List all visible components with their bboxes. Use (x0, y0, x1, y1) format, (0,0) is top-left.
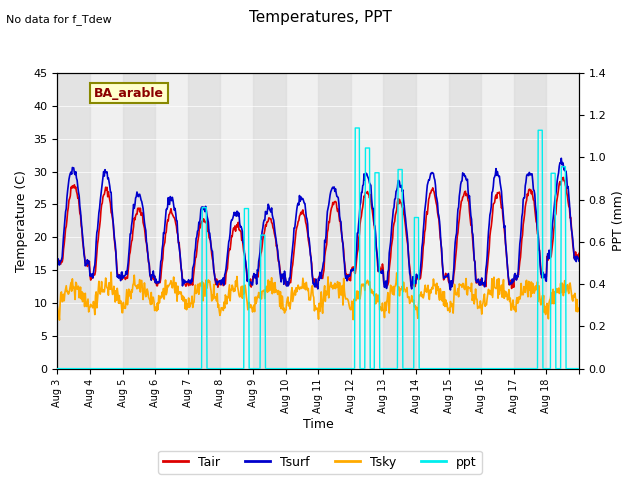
Tsky (575, 305, 583, 311)
Tsurf (575, 258, 583, 264)
ppt (115, 366, 122, 372)
Y-axis label: PPT (mm): PPT (mm) (612, 191, 625, 251)
Line: ppt: ppt (58, 128, 579, 369)
Tair (559, 175, 567, 180)
Bar (318, 73, 351, 369)
ppt (351, 125, 359, 131)
Tair (401, 218, 409, 224)
Tsurf (115, 275, 122, 281)
Bar (449, 73, 481, 369)
Bar (253, 73, 285, 369)
Bar (514, 73, 547, 369)
Bar (188, 73, 220, 369)
ppt (54, 366, 61, 372)
Tsky (54, 304, 61, 310)
Tsurf (211, 272, 218, 277)
Tair (115, 274, 122, 279)
Tsurf (256, 249, 264, 255)
Tsurf (401, 210, 409, 216)
Y-axis label: Temperature (C): Temperature (C) (15, 170, 28, 272)
Line: Tsky: Tsky (58, 272, 579, 320)
Bar (58, 73, 90, 369)
Tsky (373, 293, 381, 299)
Bar (383, 73, 416, 369)
Tsky (212, 294, 220, 300)
Tair (508, 286, 515, 291)
Text: Temperatures, PPT: Temperatures, PPT (248, 10, 392, 24)
Tair (372, 238, 380, 244)
X-axis label: Time: Time (303, 419, 333, 432)
Tsky (257, 296, 265, 302)
Tsurf (557, 156, 565, 161)
Tsurf (372, 231, 380, 237)
Tair (237, 228, 244, 234)
Line: Tsurf: Tsurf (58, 158, 579, 290)
Tair (211, 271, 218, 277)
Tsurf (447, 287, 454, 293)
Tsurf (54, 262, 61, 268)
Tair (54, 260, 61, 265)
ppt (256, 366, 264, 372)
Text: BA_arable: BA_arable (94, 87, 164, 100)
Tsky (116, 300, 124, 306)
Tsky (238, 284, 246, 289)
Tsurf (237, 224, 244, 230)
Line: Tair: Tair (58, 178, 579, 288)
Tsky (56, 317, 63, 323)
Bar (123, 73, 155, 369)
Legend: Tair, Tsurf, Tsky, ppt: Tair, Tsurf, Tsky, ppt (158, 451, 482, 474)
ppt (575, 366, 583, 372)
Tair (256, 255, 264, 261)
ppt (211, 366, 218, 372)
Tsky (403, 287, 410, 293)
ppt (402, 366, 410, 372)
ppt (237, 366, 244, 372)
ppt (372, 170, 380, 176)
Tair (575, 251, 583, 256)
Text: No data for f_Tdew: No data for f_Tdew (6, 14, 112, 25)
Tsky (108, 269, 115, 275)
